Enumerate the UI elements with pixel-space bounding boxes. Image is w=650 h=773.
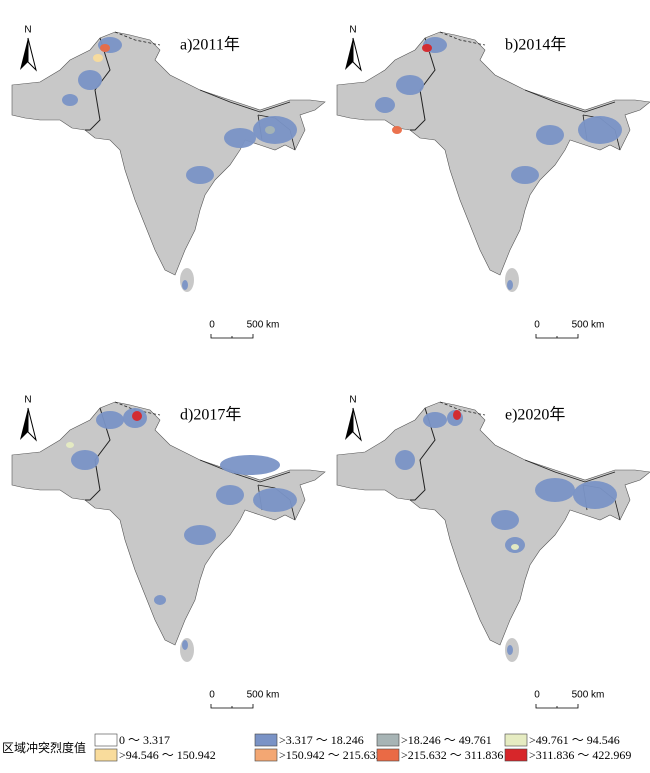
conflict-area [536, 125, 564, 145]
conflict-area [154, 595, 166, 605]
conflict-area [224, 128, 256, 148]
map-panel: b)2014年 N 0 500 km [336, 25, 650, 339]
conflict-area [511, 166, 539, 184]
legend-swatch [504, 748, 528, 762]
north-arrow-half [352, 37, 362, 72]
scale-end: 500 km [247, 320, 280, 331]
conflict-area [78, 70, 102, 90]
panel-label: e)2020年 [505, 406, 565, 424]
north-arrow [20, 38, 28, 70]
panel-label: b)2014年 [505, 36, 566, 54]
conflict-area [395, 450, 415, 470]
conflict-area [132, 411, 142, 421]
conflict-area [96, 411, 124, 429]
conflict-area [423, 412, 447, 428]
conflict-area [93, 54, 103, 62]
scale-start: 0 [534, 320, 540, 331]
conflict-area [182, 640, 188, 650]
scale-start: 0 [209, 320, 215, 331]
conflict-area [422, 44, 432, 52]
conflict-area [375, 97, 395, 113]
country-shapes [336, 31, 650, 293]
conflict-area [491, 510, 519, 530]
legend-swatch [254, 748, 278, 762]
legend-label: 0 ～ 3.317 [119, 733, 170, 747]
legend-swatch [376, 748, 400, 762]
scale-bar [535, 704, 579, 709]
conflict-area [100, 44, 110, 52]
conflict-area [216, 485, 244, 505]
panel-label: d)2017年 [180, 406, 241, 424]
conflict-area [71, 450, 99, 470]
scale-bar [210, 334, 254, 339]
north-arrow [345, 408, 353, 440]
north-arrow-half [27, 37, 37, 72]
legend-swatch [254, 733, 278, 747]
conflict-area [186, 166, 214, 184]
conflict-area [578, 116, 622, 144]
conflict-area [507, 645, 513, 655]
conflict-area [535, 478, 575, 502]
legend-swatch [94, 748, 118, 762]
scale-bar [210, 704, 254, 709]
country-shapes [336, 401, 650, 663]
panel-label: a)2011年 [180, 36, 240, 54]
conflict-area [573, 481, 617, 509]
country-shapes [11, 401, 326, 663]
scale-start: 0 [534, 690, 540, 701]
north-arrow [20, 408, 28, 440]
conflict-area [511, 544, 519, 550]
conflict-area [507, 280, 513, 290]
north-arrow-half [27, 407, 37, 442]
conflict-area [184, 525, 216, 545]
conflict-area [253, 488, 297, 512]
map-panel: a)2011年 N 0 500 km [11, 25, 326, 339]
north-label: N [349, 25, 356, 36]
legend-label: >18.246 ～ 49.761 [401, 733, 492, 747]
legend-swatch [504, 733, 528, 747]
conflict-area [62, 94, 78, 106]
conflict-area [265, 126, 275, 134]
conflict-area [392, 126, 402, 134]
legend-label: >94.546 ～ 150.942 [119, 748, 216, 762]
legend-label: >3.317 ～ 18.246 [279, 733, 364, 747]
legend-title: 区域冲突烈度值 [2, 740, 86, 755]
scale-end: 500 km [572, 690, 605, 701]
legend-swatch [376, 733, 400, 747]
conflict-area [182, 280, 188, 290]
map-panel: e)2020年 N 0 500 km [336, 395, 650, 709]
map-panel: d)2017年 N 0 500 km [11, 395, 326, 709]
conflict-area [220, 455, 280, 475]
north-label: N [24, 25, 31, 36]
scale-end: 500 km [572, 320, 605, 331]
north-arrow-half [352, 407, 362, 442]
conflict-area [396, 75, 424, 95]
legend-label: >150.942 ～ 215.632 [279, 748, 382, 762]
north-label: N [349, 395, 356, 406]
legend-label: >49.761 ～ 94.546 [529, 733, 620, 747]
scale-start: 0 [209, 690, 215, 701]
legend-label: >311.836 ～ 422.969 [529, 748, 631, 762]
country-shapes [11, 31, 326, 293]
north-arrow [345, 38, 353, 70]
legend-label: >215.632 ～ 311.836 [401, 748, 503, 762]
conflict-area [66, 442, 74, 448]
north-label: N [24, 395, 31, 406]
scale-bar [535, 334, 579, 339]
legend-swatch [94, 733, 118, 747]
scale-end: 500 km [247, 690, 280, 701]
conflict-area [453, 410, 461, 420]
